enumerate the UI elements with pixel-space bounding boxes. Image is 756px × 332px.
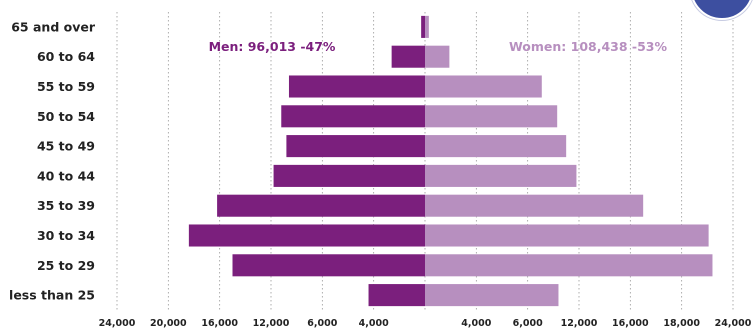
bars-group — [188, 15, 713, 307]
men-series-label: Men: 96,013 -47% — [209, 39, 336, 54]
category-label: 55 to 59 — [37, 79, 95, 94]
bar-men-4 — [273, 164, 425, 187]
x-tick-label: 16,000 — [612, 318, 649, 329]
bar-men-9 — [421, 15, 425, 38]
bar-women-6 — [425, 105, 558, 128]
bar-men-2 — [188, 224, 425, 247]
x-tick-label: 4,000 — [359, 318, 389, 329]
category-label: 25 to 29 — [37, 258, 95, 273]
category-label: less than 25 — [9, 288, 95, 303]
x-tick-label: 6,000 — [307, 318, 337, 329]
bar-women-7 — [425, 75, 542, 98]
category-label: 45 to 49 — [37, 139, 95, 154]
category-label: 50 to 54 — [37, 109, 95, 124]
bar-men-0 — [368, 284, 425, 307]
x-tick-label: 24,000 — [715, 318, 752, 329]
x-tick-label: 20,000 — [150, 318, 187, 329]
x-tick-label: 4,000 — [461, 318, 491, 329]
bar-men-8 — [391, 45, 425, 68]
bar-women-0 — [425, 284, 559, 307]
x-tick-label: 12,000 — [561, 318, 598, 329]
bar-men-7 — [288, 75, 425, 98]
women-series-label: Women: 108,438 -53% — [509, 39, 668, 54]
bar-men-3 — [217, 194, 425, 217]
x-tick-label: 12,000 — [253, 318, 290, 329]
category-labels: less than 25 25 to 29 30 to 34 35 to 39 40 t… — [9, 19, 96, 302]
bar-women-1 — [425, 254, 713, 277]
x-tick-label: 6,000 — [513, 318, 543, 329]
bar-women-5 — [425, 135, 567, 158]
category-label: 65 and over — [11, 19, 96, 34]
category-label: 60 to 64 — [37, 49, 95, 64]
bar-women-3 — [425, 194, 644, 217]
x-tick-label: 18,000 — [663, 318, 700, 329]
category-label: 35 to 39 — [37, 198, 95, 213]
category-label: 30 to 34 — [37, 228, 95, 243]
bar-women-8 — [425, 45, 450, 68]
x-tick-label: 24,000 — [99, 318, 136, 329]
bar-men-6 — [281, 105, 425, 128]
x-tick-label: 16,000 — [201, 318, 238, 329]
bar-women-9 — [425, 15, 429, 38]
category-label: 40 to 44 — [37, 168, 95, 183]
bar-men-1 — [232, 254, 425, 277]
bar-women-4 — [425, 164, 577, 187]
bar-women-2 — [425, 224, 709, 247]
bar-men-5 — [286, 135, 425, 158]
x-tick-labels: 24,000 20,000 16,000 12,000 6,000 4,000 4,000 6… — [99, 318, 752, 329]
